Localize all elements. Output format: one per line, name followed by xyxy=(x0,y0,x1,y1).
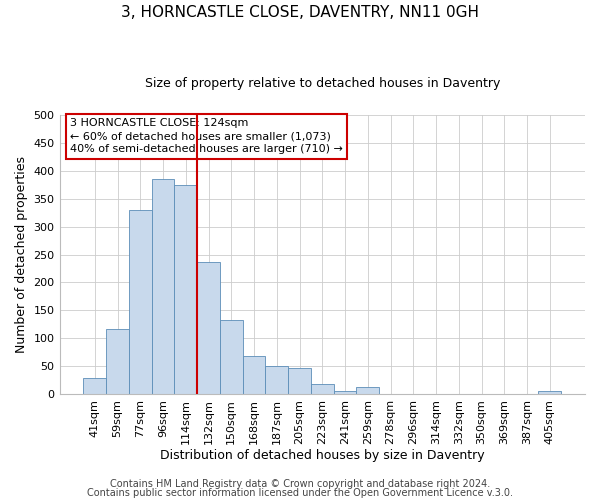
Bar xyxy=(242,356,265,394)
Bar xyxy=(288,368,311,394)
Text: Contains HM Land Registry data © Crown copyright and database right 2024.: Contains HM Land Registry data © Crown c… xyxy=(110,479,490,489)
Bar xyxy=(311,384,334,394)
Bar xyxy=(538,390,561,394)
Bar xyxy=(129,210,152,394)
Text: 3, HORNCASTLE CLOSE, DAVENTRY, NN11 0GH: 3, HORNCASTLE CLOSE, DAVENTRY, NN11 0GH xyxy=(121,5,479,20)
Bar xyxy=(197,262,220,394)
Bar xyxy=(106,328,129,394)
Bar xyxy=(220,320,242,394)
Bar xyxy=(265,366,288,394)
Text: Contains public sector information licensed under the Open Government Licence v.: Contains public sector information licen… xyxy=(87,488,513,498)
X-axis label: Distribution of detached houses by size in Daventry: Distribution of detached houses by size … xyxy=(160,450,485,462)
Bar xyxy=(175,185,197,394)
Bar xyxy=(356,386,379,394)
Text: 3 HORNCASTLE CLOSE: 124sqm
← 60% of detached houses are smaller (1,073)
40% of s: 3 HORNCASTLE CLOSE: 124sqm ← 60% of deta… xyxy=(70,118,343,154)
Title: Size of property relative to detached houses in Daventry: Size of property relative to detached ho… xyxy=(145,78,500,90)
Bar xyxy=(83,378,106,394)
Bar xyxy=(152,180,175,394)
Bar xyxy=(334,390,356,394)
Y-axis label: Number of detached properties: Number of detached properties xyxy=(15,156,28,353)
